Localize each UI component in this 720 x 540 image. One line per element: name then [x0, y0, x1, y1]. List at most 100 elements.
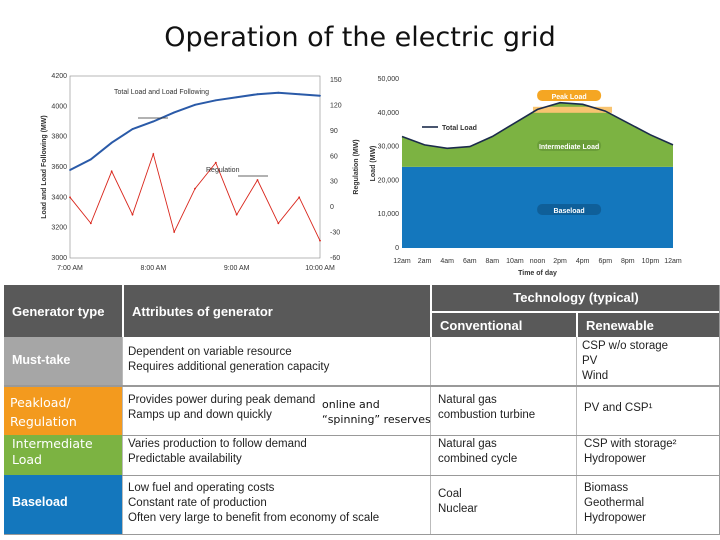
y-axis-label: Load and Load Following (MW) [41, 115, 48, 218]
x-tick-label: 10am [506, 258, 524, 265]
series-point [319, 239, 321, 242]
renewable-line: Hydropower [584, 512, 646, 524]
y2-tick-label: -60 [330, 255, 340, 262]
y-tick-label: 3400 [51, 194, 67, 201]
row-must-take-type: Must-take [4, 337, 122, 385]
series-point [89, 158, 92, 161]
attribute-line: Low fuel and operating costs [128, 482, 275, 494]
conventional-line: combustion turbine [438, 409, 536, 421]
renewable-line: CSP with storage² [584, 438, 677, 450]
renewable-line: Biomass [584, 482, 629, 494]
y-tick-label: 3800 [51, 134, 67, 141]
row-baseload-conventional: Coal Nuclear [430, 475, 576, 535]
x-tick-label: 8am [486, 258, 500, 265]
y2-tick-label: 90 [330, 128, 338, 135]
row-intermediate-renewable: CSP with storage² Hydropower [576, 435, 720, 475]
renewable-line: PV and CSP¹ [584, 402, 653, 414]
x-tick-label: 6pm [598, 258, 612, 265]
x-tick-label: 2am [418, 258, 432, 265]
daily-load-chart: 50,000 40,000 30,000 20,000 10,000 0 12am 2am 4a… [370, 76, 682, 277]
table-divider [122, 435, 720, 436]
x-axis-label: Time of day [518, 270, 557, 277]
series-point [319, 94, 321, 97]
x-tick-label: noon [530, 258, 546, 265]
header-renewable: Renewable [576, 311, 720, 337]
table-divider [4, 385, 720, 387]
y-tick-label: 10,000 [378, 211, 400, 218]
row-must-take-renewable: CSP w/o storage PV Wind [576, 337, 720, 385]
series-point [214, 161, 217, 164]
load-following-chart: 4200 4000 3800 3600 3400 3200 3000 150 120 90 60 30… [41, 73, 360, 272]
attribute-line: Often very large to benefit from economy… [128, 512, 380, 524]
reserves-note-line: online and [322, 398, 380, 411]
series-point [256, 179, 259, 181]
attribute-line: Predictable availability [128, 453, 242, 465]
attribute-line: Varies production to follow demand [128, 438, 307, 450]
y-tick-label: 20,000 [378, 177, 400, 184]
y-tick-label: 4000 [51, 103, 67, 110]
row-baseload-renewable: Biomass Geothermal Hydropower [576, 475, 720, 535]
x-tick-label: 12am [393, 258, 411, 265]
row-peakload-conventional: Natural gas combustion turbine [430, 387, 576, 435]
intermediate-load-area [402, 102, 673, 167]
plot-area [69, 75, 321, 259]
x-tick-label: 2pm [553, 258, 567, 265]
x-tick-label: 4pm [576, 258, 590, 265]
attribute-line: Requires additional generation capacity [128, 361, 330, 373]
y2-tick-label: 30 [330, 179, 338, 186]
generator-table: Generator type Attributes of generator T… [4, 285, 720, 535]
y-tick-label: 50,000 [378, 76, 400, 83]
header-conventional: Conventional [430, 311, 576, 337]
conventional-line: Natural gas [438, 394, 497, 406]
x-tick-label: 10pm [642, 258, 660, 265]
renewable-line: CSP w/o storage [582, 340, 669, 352]
y2-tick-label: 0 [330, 204, 334, 211]
x-tick-label: 10:00 AM [305, 265, 335, 272]
y2-axis-label: Regulation (MW) [353, 139, 360, 194]
series-point [194, 187, 196, 190]
attribute-line: Dependent on variable resource [128, 346, 292, 358]
series-point [110, 141, 113, 144]
series-point [173, 111, 176, 114]
x-tick-label: 12am [664, 258, 682, 265]
x-tick-label: 9:00 AM [224, 265, 250, 272]
renewable-line: Hydropower [584, 453, 646, 465]
attribute-line: Provides power during peak demand [128, 394, 316, 406]
series-point [298, 93, 301, 96]
conventional-line: Nuclear [438, 503, 478, 515]
y-axis-label: Load (MW) [370, 146, 377, 182]
x-tick-label: 7:00 AM [57, 265, 83, 272]
attribute-line: Constant rate of production [128, 497, 267, 509]
series-point [277, 91, 280, 94]
series-point [152, 153, 155, 155]
series-point [235, 96, 238, 99]
series-point [69, 196, 71, 199]
legend-total-load: Total Load [442, 125, 477, 132]
peak-load-badge [537, 90, 602, 101]
y2-tick-label: -30 [330, 230, 340, 237]
intermediate-load-badge [537, 140, 602, 151]
series-point [256, 93, 259, 96]
table-divider [430, 337, 431, 535]
intermediate-load-label: Intermediate Load [539, 144, 599, 151]
renewable-line: PV [582, 355, 598, 367]
conventional-line: Coal [438, 488, 462, 500]
series-point [173, 231, 176, 233]
y2-tick-label: 150 [330, 77, 342, 84]
y-tick-label: 40,000 [378, 110, 400, 117]
y-tick-label: 4200 [51, 73, 67, 80]
annotation-total-load: Total Load and Load Following [114, 89, 209, 96]
series-point [235, 213, 238, 216]
series-point [277, 222, 280, 225]
row-peakload-type: Peakload/ Regulation [4, 387, 122, 435]
y2-tick-label: 120 [330, 102, 342, 109]
peak-load-area [532, 106, 613, 113]
series-point [194, 103, 196, 106]
row-intermediate-type: Intermediate Load [4, 435, 122, 475]
row-peakload-attributes: Provides power during peak demand Ramps … [122, 387, 430, 435]
series-point [89, 222, 92, 225]
renewable-line: Wind [582, 370, 609, 382]
table-divider [122, 475, 720, 476]
series-point [131, 128, 134, 130]
row-intermediate-attributes: Varies production to follow demand Predi… [122, 435, 430, 475]
